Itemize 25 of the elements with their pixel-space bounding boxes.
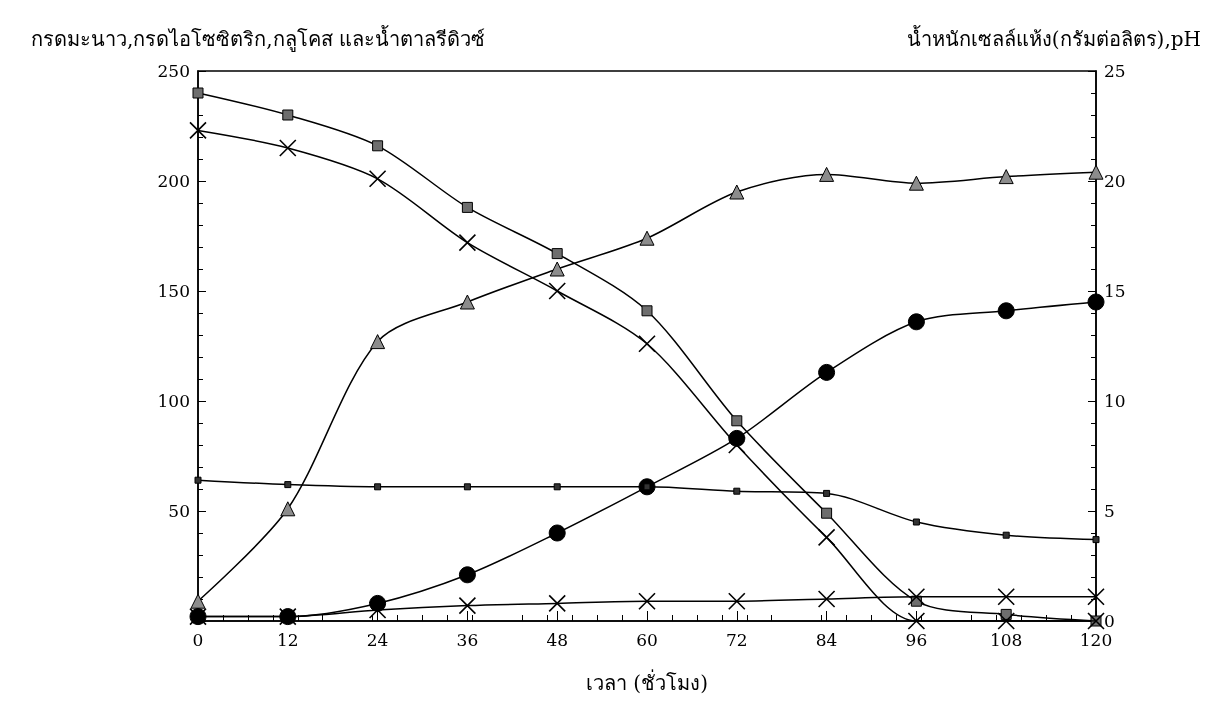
x-tick-label: 36 [456,629,479,650]
x-tick-label: 12 [276,629,299,650]
x-axis-title: เวลา (ชั่วโมง) [586,669,708,695]
y2-tick-label: 5 [1104,501,1115,521]
x-tick-label: 48 [546,629,569,650]
x-tick-label: 96 [905,629,928,650]
y2-tick-label: 20 [1104,171,1126,191]
y-tick-label: 50 [168,501,190,521]
y-tick-label: 250 [157,61,190,81]
y2-axis-title: น้ำหนักเซลล์แห้ง(กรัมต่อลิตร),pH [906,25,1201,51]
x-tick-label: 0 [192,629,204,650]
y-axis-title: กรดมะนาว,กรดไอโซซิตริก,กลูโคส และน้ำตาลรีดิวซ์ [30,25,486,52]
x-tick-label: 108 [989,629,1023,650]
y-tick-label: 150 [157,281,190,301]
y2-tick-label: 15 [1104,281,1126,301]
x-tick-label: 24 [366,629,389,650]
y-tick-label: 200 [157,171,190,191]
y2-tick-label: 25 [1104,61,1126,81]
x-tick-label: 72 [725,629,748,650]
x-tick-label: 120 [1079,629,1113,650]
x-tick-label: 84 [815,629,838,650]
y2-tick-label: 0 [1104,611,1115,631]
x-tick-label: 60 [636,629,658,650]
y2-tick-label: 10 [1104,391,1126,411]
y-tick-label: 100 [157,391,190,411]
